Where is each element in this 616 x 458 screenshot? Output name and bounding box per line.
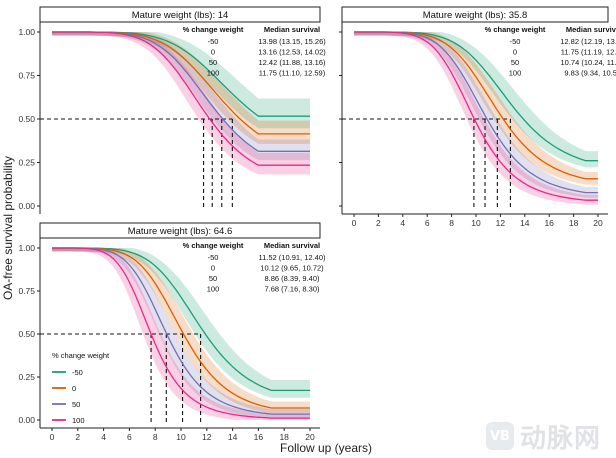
x-tick-label: 6 bbox=[127, 432, 132, 442]
panel-2: Mature weight (lbs): 35.8 0 2 4 6 8 10 12 14 16 18… bbox=[339, 6, 616, 228]
table-cell: 50 bbox=[209, 58, 217, 67]
x-tick-label: 18 bbox=[279, 432, 289, 442]
x-tick-label: 2 bbox=[75, 432, 80, 442]
panel-title: Mature weight (lbs): 35.8 bbox=[423, 10, 528, 21]
x-tick-label: 14 bbox=[520, 218, 530, 228]
table-header: % change weight bbox=[485, 25, 546, 34]
x-tick-label: 16 bbox=[254, 432, 264, 442]
legend-title: % change weight bbox=[52, 351, 110, 360]
table-cell: 10.12 (9.65, 10.72) bbox=[260, 264, 324, 273]
y-tick-label: 0.00 bbox=[18, 201, 35, 211]
legend-label: 50 bbox=[72, 400, 80, 409]
table-cell: 50 bbox=[209, 274, 217, 283]
ci-band--50 bbox=[52, 248, 310, 398]
table-cell: 11.52 (10.91, 12.40) bbox=[259, 253, 326, 262]
table-cell: -50 bbox=[208, 37, 219, 46]
table-cell: 7.68 (7.16, 8.30) bbox=[264, 285, 320, 294]
table-header: % change weight bbox=[183, 241, 244, 250]
median-table: % change weight Median survival -50 13.98 (… bbox=[183, 25, 327, 78]
ci-band-100 bbox=[52, 248, 310, 420]
table-cell: 11.75 (11.19, 12.43) bbox=[561, 48, 616, 57]
table-cell: 0 bbox=[211, 264, 215, 273]
panel-1: Mature weight (lbs): 14 0.00 0.25 0.50 0.75 1… bbox=[18, 6, 327, 214]
x-tick-label: 2 bbox=[376, 218, 381, 228]
x-tick-label: 6 bbox=[425, 218, 430, 228]
table-cell: 12.42 (11.88, 13.16) bbox=[259, 58, 326, 67]
table-header: Median survival bbox=[264, 241, 320, 250]
panel-title: Mature weight (lbs): 64.6 bbox=[128, 226, 233, 237]
x-tick-label: 10 bbox=[176, 432, 186, 442]
ci-band-0 bbox=[52, 32, 310, 144]
x-tick-label: 16 bbox=[544, 218, 554, 228]
x-tick-label: 0 bbox=[50, 432, 55, 442]
legend-label: 100 bbox=[72, 416, 85, 425]
watermark-text: 动脉网 bbox=[520, 423, 602, 454]
table-cell: -50 bbox=[208, 253, 219, 262]
y-tick-label: 1.00 bbox=[18, 27, 35, 37]
table-cell: 0 bbox=[513, 48, 517, 57]
x-tick-label: 14 bbox=[228, 432, 238, 442]
survival-line-100 bbox=[52, 31, 310, 166]
y-tick-label: 0.50 bbox=[18, 329, 35, 339]
table-cell: 13.98 (13.15, 15.26) bbox=[258, 37, 326, 46]
y-tick-label: 0.75 bbox=[18, 286, 35, 296]
ci-band-50 bbox=[52, 32, 310, 161]
table-cell: 50 bbox=[511, 58, 519, 67]
table-cell: 100 bbox=[509, 69, 522, 78]
panel-title-strip bbox=[39, 6, 321, 23]
median-table: % change weight Median survival -50 11.52 (… bbox=[183, 241, 326, 294]
median-table: % change weight Median survival -50 12.82 (… bbox=[485, 25, 616, 78]
x-tick-label: 4 bbox=[400, 218, 405, 228]
x-tick-label: 8 bbox=[449, 218, 454, 228]
ci-band--50 bbox=[52, 32, 310, 129]
survival-line-100 bbox=[354, 31, 598, 201]
panel-title-strip bbox=[39, 222, 321, 239]
x-tick-label: 18 bbox=[569, 218, 579, 228]
x-tick-label: 12 bbox=[496, 218, 506, 228]
table-cell: 9.83 (9.34, 10.50) bbox=[564, 69, 616, 78]
survival-line-100 bbox=[52, 247, 310, 419]
table-cell: 0 bbox=[211, 48, 215, 57]
survival-line-50 bbox=[52, 247, 310, 415]
y-axis-label: OA-free survival probability bbox=[1, 156, 15, 300]
x-tick-label: 20 bbox=[305, 432, 315, 442]
table-cell: 100 bbox=[207, 285, 220, 294]
x-tick-label: 12 bbox=[202, 432, 212, 442]
table-cell: 12.82 (12.19, 13.79) bbox=[560, 37, 616, 46]
table-cell: 11.75 (11.10, 12.59) bbox=[259, 69, 326, 78]
x-axis-label: Follow up (years) bbox=[280, 441, 372, 455]
legend-label: 0 bbox=[72, 384, 76, 393]
y-tick-label: 0.25 bbox=[18, 158, 35, 168]
table-cell: 10.74 (10.24, 11.36) bbox=[561, 58, 616, 67]
y-tick-label: 0.00 bbox=[18, 415, 35, 425]
panel-title: Mature weight (lbs): 14 bbox=[132, 10, 229, 21]
x-tick-label: 20 bbox=[593, 218, 603, 228]
panel-3: Mature weight (lbs): 64.6 0 2 4 6 8 10 12 14 16 18… bbox=[18, 222, 326, 442]
y-tick-label: 0.25 bbox=[18, 372, 35, 382]
ci-band-100 bbox=[52, 32, 310, 175]
table-header: Median survival bbox=[566, 25, 616, 34]
y-tick-label: 0.75 bbox=[18, 71, 35, 81]
table-header: % change weight bbox=[183, 25, 244, 34]
x-tick-label: 4 bbox=[101, 432, 106, 442]
y-tick-label: 0.50 bbox=[18, 114, 35, 124]
table-header: Median survival bbox=[264, 25, 320, 34]
legend: % change weight -50 0 50 100 bbox=[52, 351, 110, 425]
ci-band-0 bbox=[354, 32, 598, 185]
table-cell: 8.86 (8.39, 9.40) bbox=[264, 274, 320, 283]
x-tick-label: 8 bbox=[153, 432, 158, 442]
y-tick-label: 1.00 bbox=[18, 243, 35, 253]
table-cell: 100 bbox=[207, 69, 220, 78]
watermark-logo: VB bbox=[486, 422, 514, 450]
panel-title-strip bbox=[341, 6, 609, 23]
x-tick-label: 10 bbox=[471, 218, 481, 228]
x-tick-label: 0 bbox=[352, 218, 357, 228]
table-cell: 13.16 (12.53, 14.02) bbox=[258, 48, 326, 57]
table-cell: -50 bbox=[510, 37, 521, 46]
watermark: VB 动脉网 bbox=[486, 418, 612, 454]
ci-band-100 bbox=[354, 32, 598, 205]
legend-label: -50 bbox=[72, 368, 83, 377]
